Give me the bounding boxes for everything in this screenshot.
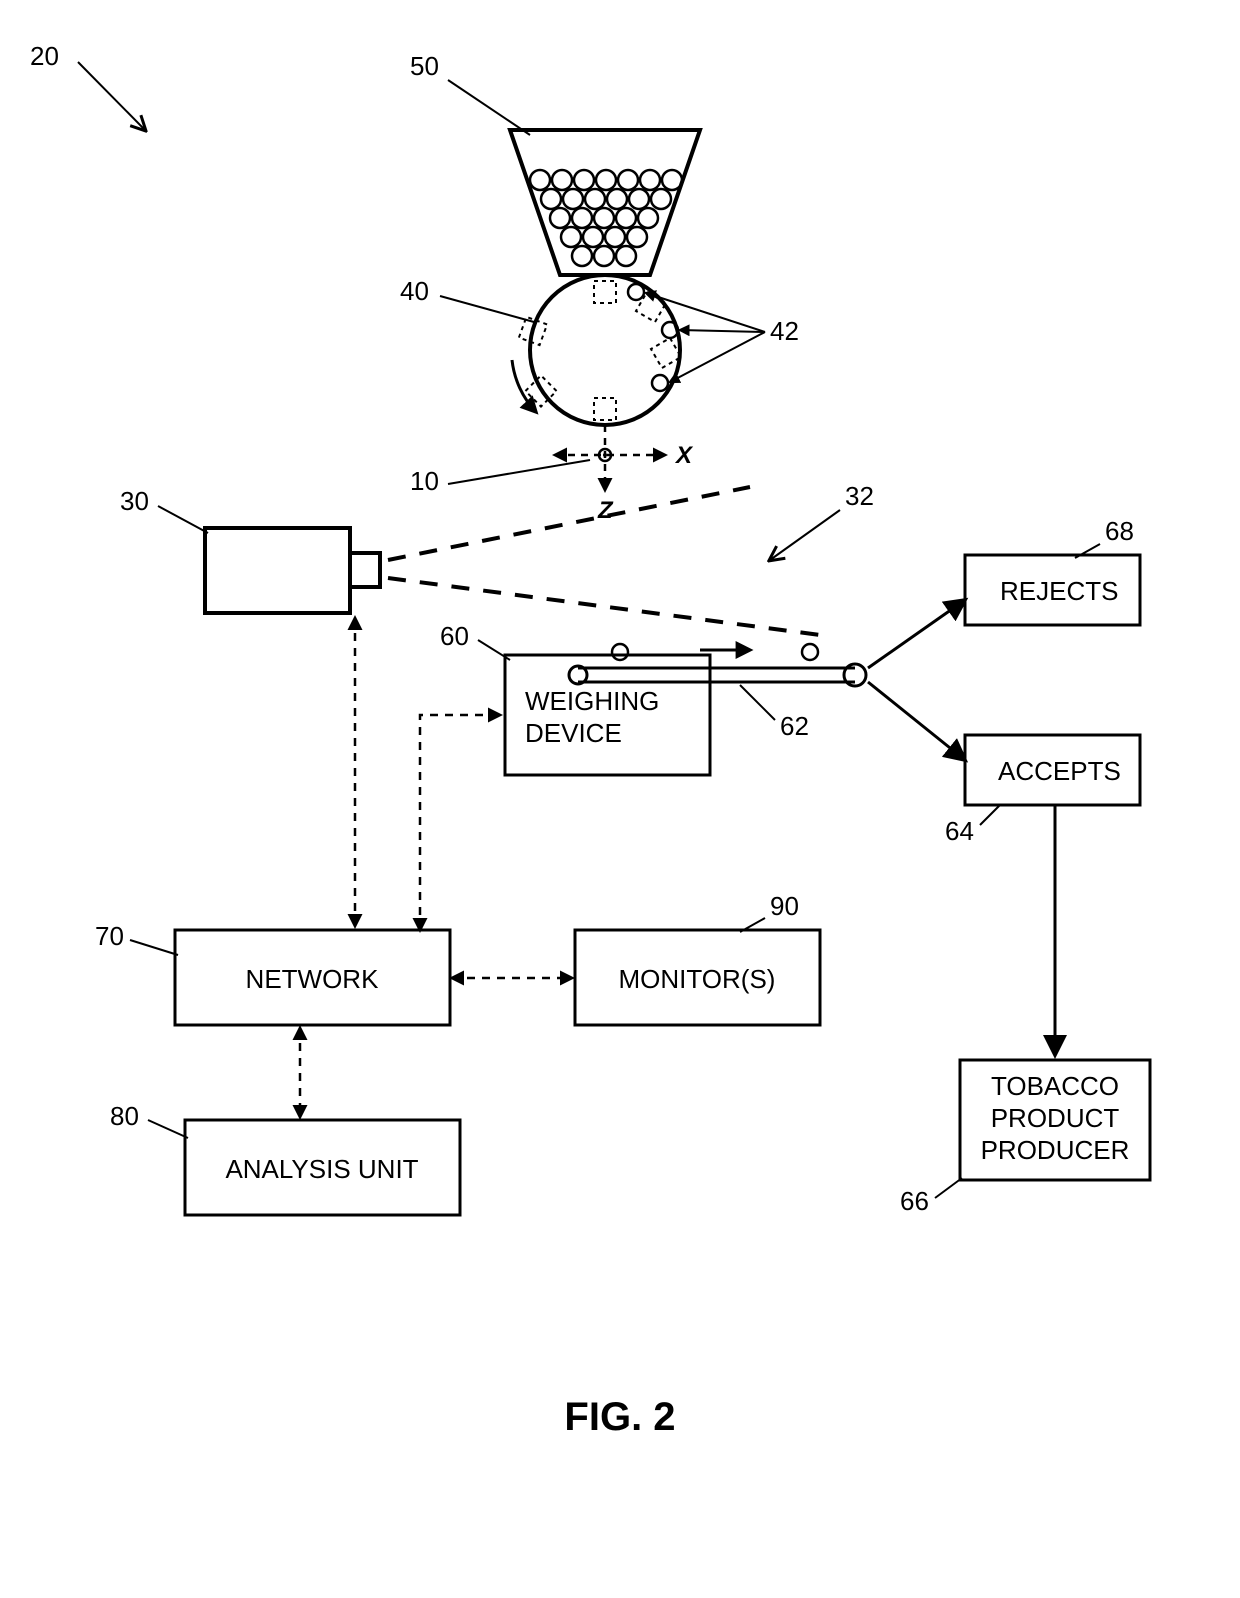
leader-70 [130, 940, 178, 955]
weighing-label2: DEVICE [525, 718, 622, 748]
leader-66 [935, 1178, 962, 1198]
ref-64: 64 [945, 816, 974, 846]
leader-32 [770, 510, 840, 560]
split-to-rejects [868, 600, 965, 668]
ref-66: 66 [900, 1186, 929, 1216]
ref-90: 90 [770, 891, 799, 921]
ref-40: 40 [400, 276, 429, 306]
split-to-accepts [868, 682, 965, 760]
figure-canvas: 20 50 40 42 X Z 10 30 32 WEIGHING [0, 0, 1240, 1598]
leader-42c [670, 332, 765, 382]
diagram-svg: 20 50 40 42 X Z 10 30 32 WEIGHING [0, 0, 1240, 1598]
rejects-label: REJECTS [1000, 576, 1118, 606]
producer-label1: TOBACCO [991, 1071, 1119, 1101]
producer-label2: PRODUCT [991, 1103, 1120, 1133]
leader-42b [680, 330, 765, 332]
network-label: NETWORK [246, 964, 380, 994]
producer-label3: PRODUCER [981, 1135, 1130, 1165]
conveyor [569, 644, 866, 686]
ref-10: 10 [410, 466, 439, 496]
ref-80: 80 [110, 1101, 139, 1131]
leader-60 [478, 640, 510, 660]
ref-32: 32 [845, 481, 874, 511]
hopper [510, 130, 700, 275]
accepts-label: ACCEPTS [998, 756, 1121, 786]
ref-62: 62 [780, 711, 809, 741]
ref-60: 60 [440, 621, 469, 651]
leader-62 [740, 685, 775, 720]
axes [555, 425, 665, 490]
camera [205, 528, 380, 613]
axis-x: X [674, 442, 694, 469]
analysis-label: ANALYSIS UNIT [225, 1154, 418, 1184]
ref-42: 42 [770, 316, 799, 346]
ref-50: 50 [410, 51, 439, 81]
fov-line-top [388, 487, 750, 560]
leader-10 [448, 460, 590, 484]
leader-20 [78, 62, 145, 130]
conn-network-weighing [420, 715, 500, 930]
leader-50 [448, 80, 530, 135]
ref-68: 68 [1105, 516, 1134, 546]
ref-30: 30 [120, 486, 149, 516]
leader-40 [440, 296, 534, 322]
weighing-label1: WEIGHING [525, 686, 659, 716]
ref-20: 20 [30, 41, 59, 71]
figure-title: FIG. 2 [564, 1395, 675, 1439]
ref-70: 70 [95, 921, 124, 951]
monitor-label: MONITOR(S) [619, 964, 776, 994]
leader-80 [148, 1120, 188, 1138]
leader-30 [158, 506, 208, 533]
leader-64 [980, 805, 1000, 825]
axis-z: Z [597, 497, 614, 524]
rotary-wheel [512, 275, 681, 425]
